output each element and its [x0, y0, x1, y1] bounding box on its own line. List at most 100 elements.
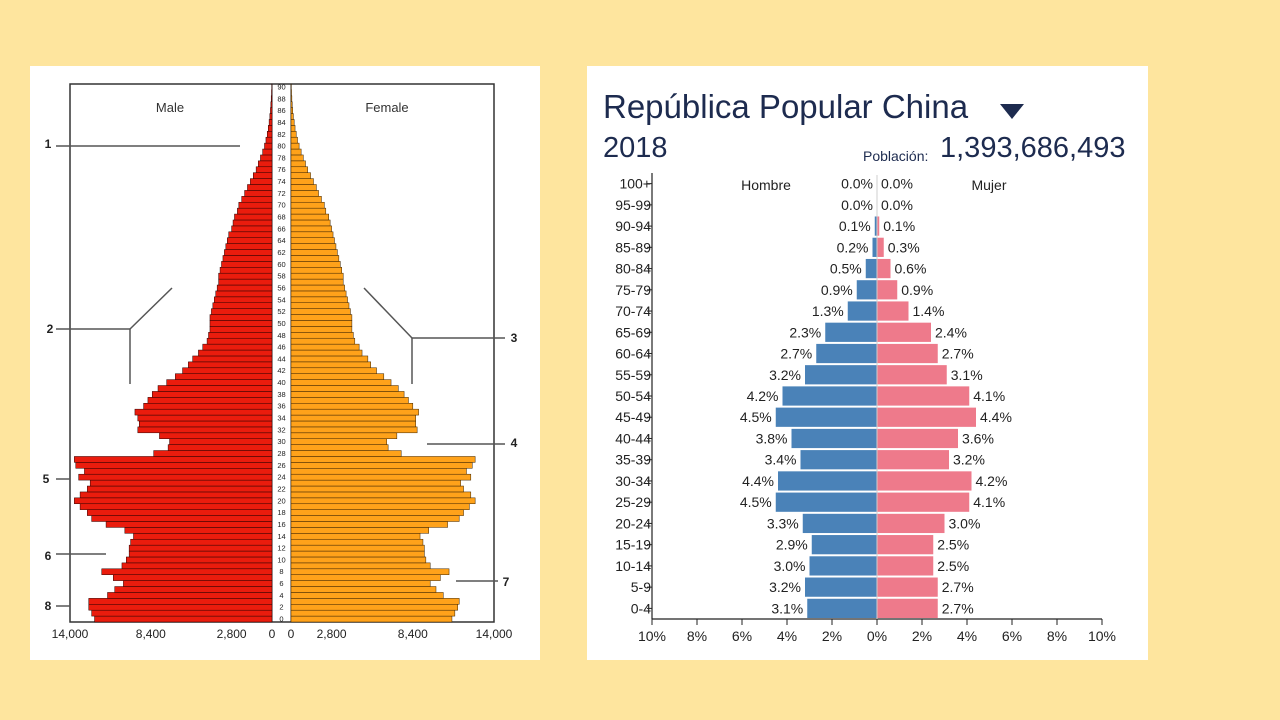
country-dropdown-caret-icon[interactable] — [1000, 104, 1024, 119]
male-bar-age-36 — [143, 403, 273, 410]
age-label-24: 24 — [277, 473, 285, 482]
male-bar-age-89 — [271, 89, 273, 97]
age-label-66: 66 — [277, 224, 285, 233]
male-bar-age-31 — [159, 432, 273, 439]
china-pyramid-chart: 100+ 0.0% 0.0% 95-99 0.0% 0.0% 90-94 0.1% 0.1% 85… — [615, 173, 1116, 644]
male-value-label: 3.0% — [774, 558, 806, 574]
male-value-label: 4.5% — [740, 409, 772, 425]
female-bar-age-56 — [290, 284, 345, 292]
female-bar-age-76 — [290, 166, 308, 173]
male-bar-age-76 — [255, 166, 273, 173]
female-value-label: 4.4% — [980, 409, 1012, 425]
age-label-30: 30 — [277, 437, 285, 446]
female-bar-age-8 — [290, 568, 450, 575]
female-bar-age-72 — [290, 190, 319, 197]
female-bar-age-71 — [290, 196, 322, 203]
female-tick-label: 8,400 — [398, 627, 428, 641]
female-bar — [877, 598, 938, 618]
age-group-label: 40-44 — [615, 430, 651, 446]
female-bar-age-4 — [290, 592, 444, 599]
male-bar-age-78 — [260, 154, 273, 162]
female-bar-age-41 — [290, 373, 385, 380]
male-bar — [805, 577, 877, 597]
x-tick-label: 6% — [732, 628, 752, 644]
male-bar-age-23 — [89, 479, 273, 487]
male-bar-age-42 — [182, 367, 273, 374]
age-label-0: 0 — [279, 615, 283, 624]
male-bar-age-30 — [169, 438, 273, 445]
x-tick-label: 2% — [912, 628, 932, 644]
male-bar-age-43 — [188, 361, 273, 369]
female-bar-age-88 — [290, 95, 293, 102]
female-bar-age-66 — [290, 225, 332, 233]
age-group-label: 30-34 — [615, 473, 651, 489]
age-label-88: 88 — [277, 94, 285, 103]
male-value-label: 0.0% — [841, 197, 873, 213]
female-value-label: 3.1% — [951, 367, 983, 383]
male-bar-age-65 — [228, 231, 273, 238]
male-bar-age-80 — [264, 142, 273, 150]
female-bar-age-22 — [290, 485, 464, 493]
male-bar-age-46 — [202, 343, 273, 351]
male-bar-age-56 — [216, 284, 273, 292]
female-bar-age-30 — [290, 438, 387, 445]
male-bar-age-54 — [214, 296, 273, 303]
female-bar-age-5 — [290, 586, 437, 593]
male-bar — [809, 556, 877, 576]
male-bar — [791, 428, 877, 449]
female-bar-age-49 — [290, 326, 353, 333]
female-value-label: 0.0% — [881, 197, 913, 213]
annotation-label-7: 7 — [503, 575, 510, 589]
female-bar-age-15 — [290, 527, 429, 534]
female-bar — [877, 216, 880, 236]
female-bar-age-78 — [290, 154, 304, 162]
male-bar-age-73 — [247, 184, 273, 191]
male-bar-age-7 — [113, 574, 273, 581]
female-bar-age-65 — [290, 231, 334, 238]
female-tick-label: 2,800 — [317, 627, 347, 641]
male-bar-age-58 — [218, 272, 273, 280]
female-value-label: 4.1% — [973, 388, 1005, 404]
x-tick-label: 8% — [687, 628, 707, 644]
male-bar-age-75 — [252, 172, 273, 179]
female-bar-age-21 — [290, 491, 472, 499]
female-bar-age-20 — [290, 497, 476, 505]
age-label-52: 52 — [277, 307, 285, 316]
female-bar-age-37 — [290, 397, 409, 404]
female-bar-age-75 — [290, 172, 311, 179]
x-tick-label: 4% — [777, 628, 797, 644]
age-label-18: 18 — [277, 508, 285, 517]
male-bar-age-40 — [166, 379, 273, 386]
male-bar-age-48 — [208, 332, 273, 339]
age-label-50: 50 — [277, 319, 285, 328]
male-bar-age-68 — [234, 213, 273, 221]
male-bar-age-15 — [124, 527, 273, 534]
age-group-label: 45-49 — [615, 409, 651, 425]
female-bar-age-64 — [290, 237, 335, 244]
male-bar-age-3 — [88, 598, 273, 605]
female-bar-age-29 — [290, 444, 389, 451]
annotation-label-6: 6 — [45, 549, 52, 563]
female-value-label: 2.7% — [942, 346, 974, 362]
female-bar-age-57 — [290, 278, 344, 286]
male-bar — [872, 237, 877, 257]
female-bar — [877, 322, 931, 342]
age-label-42: 42 — [277, 366, 285, 375]
age-group-label: 60-64 — [615, 346, 651, 362]
female-bar-age-59 — [290, 267, 342, 274]
female-bar-age-13 — [290, 538, 424, 546]
female-bar-age-87 — [290, 101, 293, 108]
male-bar-age-17 — [91, 515, 273, 522]
male-bar-age-44 — [192, 355, 273, 363]
male-bar — [874, 216, 877, 236]
male-header: Male — [156, 100, 184, 115]
age-label-80: 80 — [277, 142, 285, 151]
male-bar-age-20 — [74, 497, 273, 505]
male-bar-age-85 — [269, 113, 273, 120]
male-bar — [816, 343, 877, 364]
age-label-40: 40 — [277, 378, 285, 387]
male-bar-age-26 — [75, 462, 273, 469]
male-bar-age-11 — [128, 550, 273, 558]
female-bar-age-25 — [290, 468, 467, 475]
female-value-label: 3.0% — [949, 515, 981, 531]
